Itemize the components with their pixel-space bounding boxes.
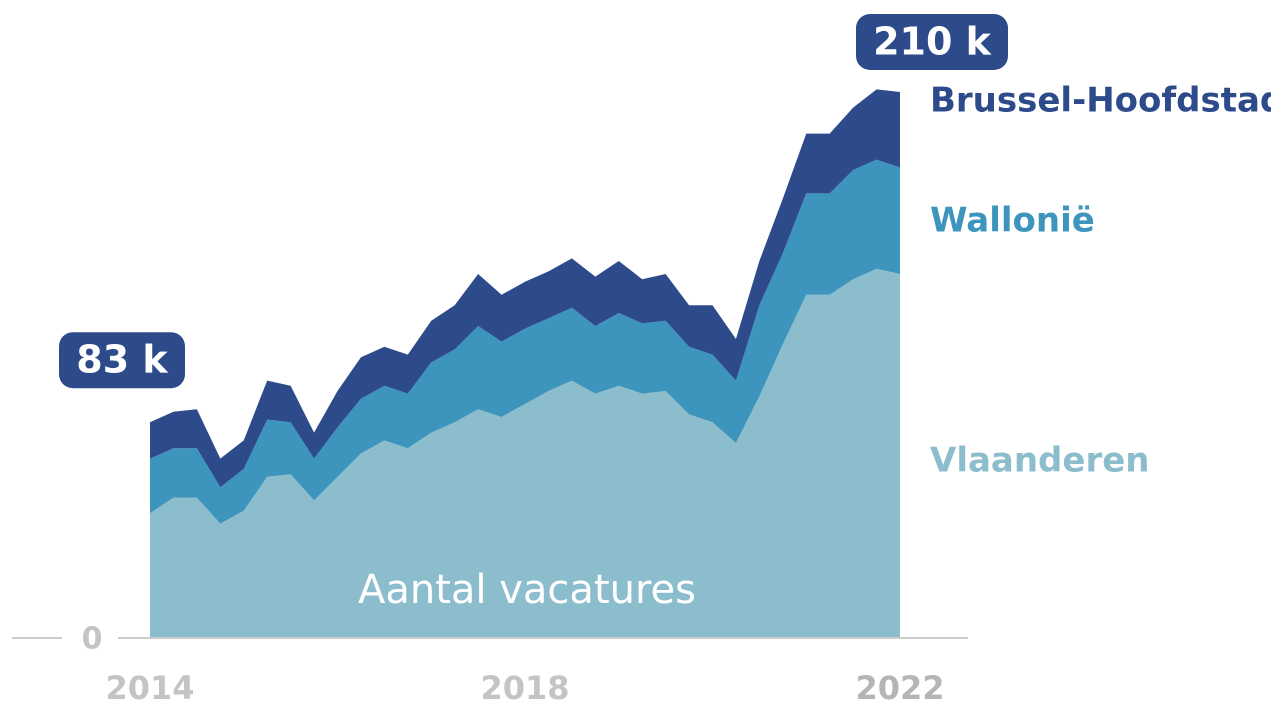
area [150,159,900,524]
value-label: 83 k [76,338,168,382]
x-tick-label: 2018 [480,669,569,707]
series-label: Wallonië [930,201,1095,241]
value-label: 210 k [873,20,992,64]
axis-label: Aantal vacatures [358,567,696,613]
area [150,89,900,488]
x-tick-label: 2022 [855,669,944,707]
value-badge [856,14,1008,70]
x-tick-label: 2014 [105,669,194,707]
series-label: Brussel-Hoofdstad [930,81,1271,121]
y-tick-label: 0 [82,622,103,657]
series-label: Vlaanderen [930,441,1150,481]
value-badge [59,332,185,389]
areas [150,89,900,638]
area [150,268,900,638]
